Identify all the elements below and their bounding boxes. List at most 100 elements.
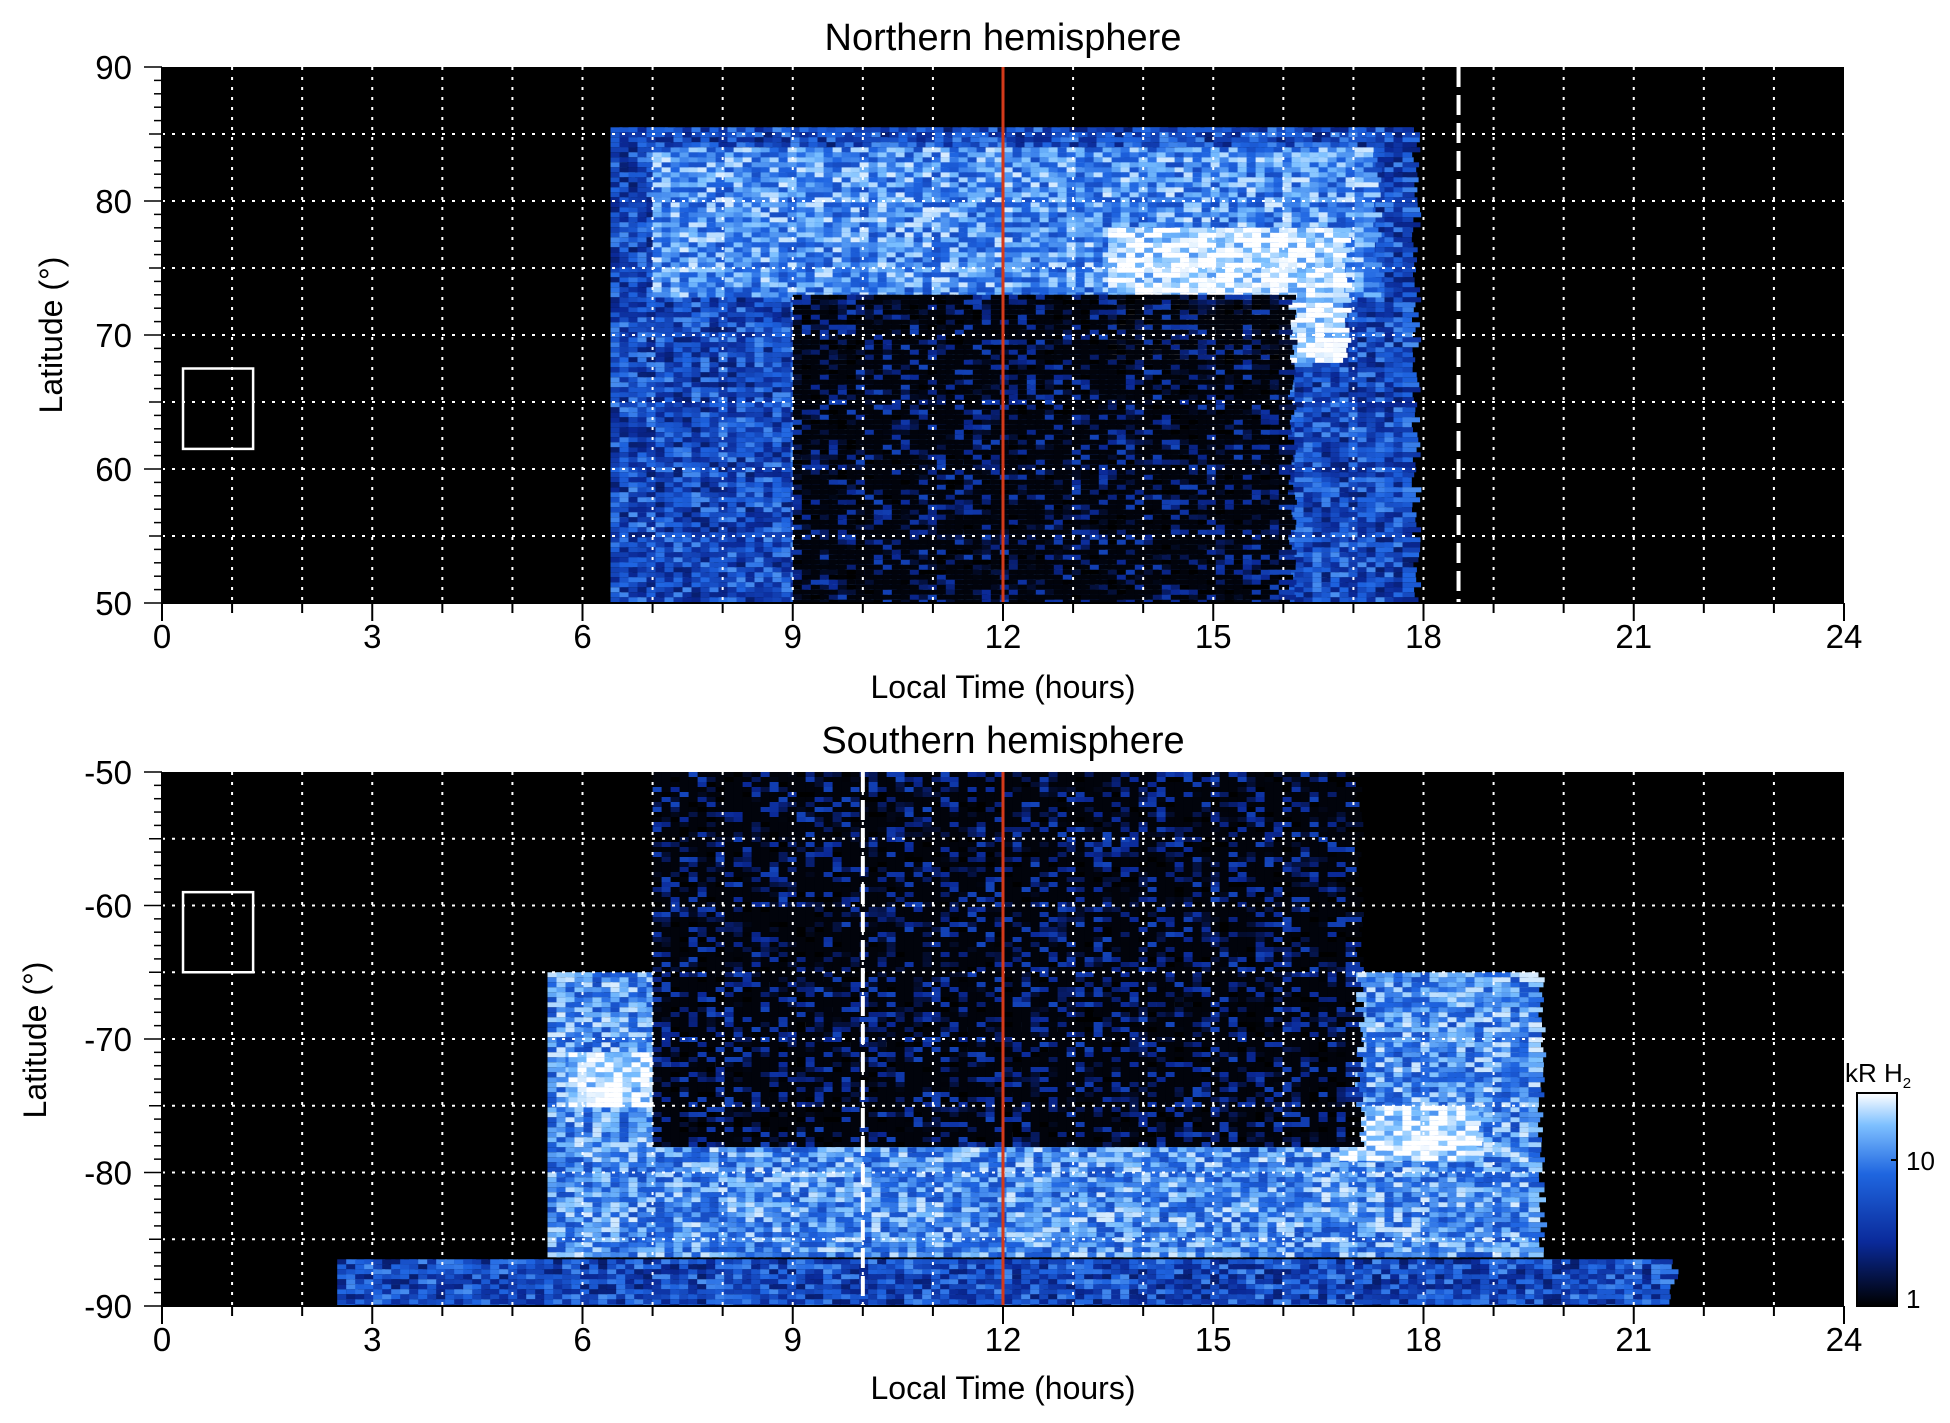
north-heatmap-cell <box>1303 372 1314 378</box>
north-heatmap-cell <box>1078 127 1090 133</box>
north-heatmap-cell <box>889 142 900 148</box>
north-heatmap-cell <box>1366 377 1378 383</box>
north-heatmap-cell <box>1393 347 1407 353</box>
north-heatmap-cell <box>772 307 788 313</box>
north-heatmap-cell <box>628 407 644 413</box>
north-heatmap-cell <box>637 272 650 278</box>
north-heatmap-cell <box>628 232 645 238</box>
north-heatmap-cell <box>619 192 637 198</box>
north-heatmap-cell <box>862 137 876 143</box>
north-heatmap-cell <box>718 132 732 138</box>
north-heatmap-cell <box>664 132 675 138</box>
north-heatmap-cell <box>709 357 726 363</box>
north-heatmap-cell <box>1366 397 1381 403</box>
north-heatmap-cell <box>754 322 773 328</box>
north-heatmap-cell <box>1267 137 1280 143</box>
north-heatmap-cell <box>718 392 728 398</box>
north-heatmap-cell <box>1312 377 1322 383</box>
north-heatmap-cell <box>781 372 794 378</box>
north-heatmap-cell <box>619 302 632 308</box>
north-heatmap-cell <box>1042 137 1052 143</box>
north-heatmap-cell <box>700 357 710 363</box>
north-heatmap-cell <box>1384 142 1402 148</box>
north-heatmap-cell <box>628 392 644 398</box>
north-heatmap-cell <box>781 377 792 383</box>
north-heatmap-cell <box>709 397 726 403</box>
north-heatmap-cell <box>709 327 726 333</box>
north-heatmap-cell <box>1393 207 1404 213</box>
north-heatmap-cell <box>664 407 676 413</box>
north-heatmap-cell <box>1375 197 1392 203</box>
north-heatmap-cell <box>1402 382 1420 388</box>
north-heatmap-cell <box>664 377 677 383</box>
north-heatmap-cell <box>1384 367 1396 373</box>
north-heatmap-cell <box>988 127 1004 133</box>
north-heatmap-cell <box>673 402 688 408</box>
north-heatmap-cell <box>1402 142 1417 148</box>
north-heatmap-cell <box>637 192 648 198</box>
north-heatmap-cell <box>736 367 752 373</box>
north-heatmap-cell <box>1384 242 1402 248</box>
north-heatmap-cell <box>637 167 650 173</box>
north-heatmap-cell <box>727 342 740 348</box>
north-heatmap-cell <box>1393 142 1411 148</box>
north-heatmap-cell <box>619 372 633 378</box>
north-heatmap-cell <box>1366 387 1381 393</box>
north-heatmap-cell <box>1384 172 1397 178</box>
north-heatmap-cell <box>1357 377 1376 383</box>
north-heatmap-cell <box>1303 137 1322 143</box>
north-heatmap-cell <box>646 407 657 413</box>
north-heatmap-cell <box>700 332 714 338</box>
north-heatmap-cell <box>628 127 645 133</box>
north-heatmap-cell <box>682 342 695 348</box>
north-heatmap-cell <box>781 397 798 403</box>
north-heatmap-cell <box>1276 137 1287 143</box>
north-heatmap-cell <box>745 142 757 148</box>
north-heatmap-cell <box>1402 242 1414 248</box>
north-heatmap-cell <box>1375 372 1388 378</box>
north-heatmap-cell <box>745 337 763 343</box>
north-heatmap-cell <box>1303 127 1322 133</box>
north-heatmap-cell <box>1015 132 1028 138</box>
north-heatmap-cell <box>1294 382 1307 388</box>
north-heatmap-cell <box>1402 302 1416 308</box>
north-heatmap-cell <box>871 132 888 138</box>
north-heatmap-cell <box>1366 317 1383 323</box>
north-heatmap-cell <box>700 387 713 393</box>
north-heatmap-cell <box>745 127 757 133</box>
north-heatmap-cell <box>1393 237 1403 243</box>
north-heatmap-cell <box>664 352 682 358</box>
north-heatmap-cell <box>1393 297 1406 303</box>
north-heatmap-cell <box>1384 237 1397 243</box>
north-heatmap-cell <box>1366 127 1381 133</box>
north-heatmap-cell <box>1177 127 1194 133</box>
north-heatmap-cell <box>1330 132 1344 138</box>
north-heatmap-cell <box>1375 357 1391 363</box>
north-heatmap-cell <box>610 147 622 153</box>
north-heatmap-cell <box>628 387 646 393</box>
north-heatmap-cell <box>727 142 740 148</box>
north-heatmap-cell <box>718 332 735 338</box>
north-heatmap-cell <box>1402 397 1414 403</box>
north-heatmap-cell <box>754 312 769 318</box>
north-heatmap-cell <box>1366 137 1376 143</box>
north-heatmap-cell <box>781 367 791 373</box>
north-heatmap-cell <box>628 247 643 253</box>
north-heatmap-cell <box>619 222 635 228</box>
north-heatmap-cell <box>610 127 623 133</box>
north-heatmap-cell <box>808 142 826 148</box>
north-heatmap-cell <box>1222 142 1233 148</box>
north-heatmap-cell <box>763 367 781 373</box>
north-heatmap-cell <box>1375 352 1394 358</box>
north-heatmap-cell <box>619 187 629 193</box>
north-heatmap-cell <box>1402 162 1420 168</box>
north-heatmap-cell <box>1375 137 1388 143</box>
north-heatmap-cell <box>763 397 779 403</box>
north-heatmap-cell <box>997 142 1013 148</box>
north-heatmap-cell <box>637 142 648 148</box>
north-heatmap-cell <box>610 227 622 233</box>
north-heatmap-cell <box>637 382 655 388</box>
north-heatmap-cell <box>1375 232 1393 238</box>
north-heatmap-cell <box>1330 402 1347 408</box>
north-heatmap-cell <box>1384 357 1398 363</box>
